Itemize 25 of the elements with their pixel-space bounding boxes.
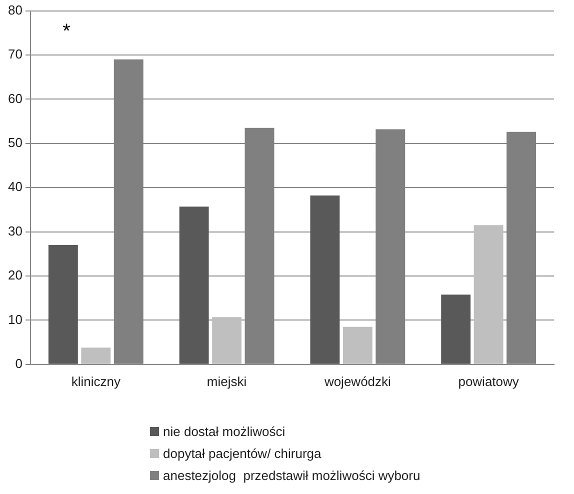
legend-label: anestezjolog przedstawił możliwości wyboru: [163, 468, 420, 482]
legend-label: nie dostał możliwości: [163, 424, 286, 438]
y-tick-label: 50: [8, 134, 22, 150]
y-tick-label: 60: [8, 90, 22, 106]
bar: [342, 326, 372, 364]
annotation: *: [62, 20, 71, 43]
x-tick-label: miejski: [206, 374, 247, 389]
bar: [81, 348, 111, 364]
x-tick-label: wojewódzki: [323, 374, 392, 389]
bar: [474, 225, 504, 364]
x-tick-label: powiatowy: [458, 374, 520, 389]
bar: [212, 317, 242, 364]
bar: [310, 196, 340, 364]
y-tick-label: 0: [15, 356, 22, 371]
bar: [48, 245, 78, 364]
x-tick-label: kliniczny: [71, 374, 121, 389]
legend-label: dopytał pacjentów/ chirurga: [163, 446, 322, 460]
y-tick-label: 80: [8, 2, 22, 18]
y-tick-label: 70: [8, 46, 22, 62]
y-tick-label: 20: [8, 268, 22, 283]
bar: [441, 294, 471, 364]
bar: [179, 206, 209, 364]
y-tick-label: 10: [8, 312, 22, 327]
y-tick-label: 40: [8, 179, 22, 194]
y-tick-label: 30: [8, 223, 22, 238]
